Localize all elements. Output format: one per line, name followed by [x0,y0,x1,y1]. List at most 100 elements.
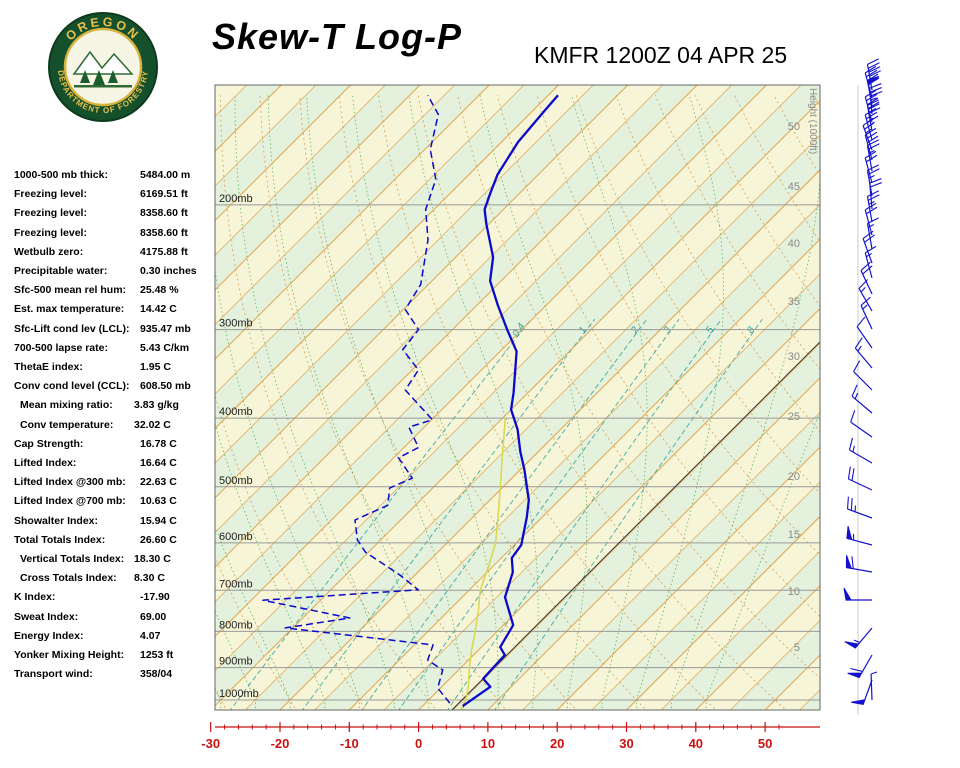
index-row: Cross Totals Index: 8.30 C [14,569,219,588]
wind-barb [851,679,873,706]
index-label: 1000-500 mb thick: [14,169,108,181]
index-row: Total Totals Index: 26.60 C [14,531,219,550]
wind-barb [870,671,878,701]
wind-barb [851,384,873,414]
mixing-ratio-label: 1 [577,325,589,336]
temp-tick-label: 40 [689,736,703,751]
index-label: Sfc-500 mean rel hum: [14,284,127,297]
wind-barb [843,587,872,601]
index-value: 1253 ft [140,649,174,662]
index-row: Sweat Index: 69.00 [14,608,219,627]
index-label: 700-500 lapse rate: [14,341,108,354]
wind-barb [866,139,880,172]
index-value: 935.47 mb [140,322,191,335]
temperature-axis: -30 -20 -10 0 10 20 30 40 50 [201,722,820,751]
logo-trees-icon [80,70,118,85]
index-value: 15.94 C [140,514,177,527]
reference-line [451,341,820,710]
index-row: Conv temperature: 32.02 C [14,416,219,435]
index-value: 358/04 [140,668,173,681]
pressure-label: 900mb [219,656,253,668]
wind-barbs [843,58,883,715]
index-value: 8.30 C [134,572,165,585]
plot-border [214,84,821,711]
index-row: Conv cond level (CCL): 608.50 mb [14,377,219,396]
index-row: Freezing level: 8358.60 ft [14,224,219,243]
mixing-ratio-lines [229,318,763,710]
height-label: 10 [788,586,800,598]
index-label: Est. max temperature: [14,303,125,316]
wind-barb [864,245,877,279]
dewpoint-curve [262,94,451,704]
wind-barb [848,437,873,464]
wind-barb [853,360,873,391]
index-row: Freezing level: 6169.51 ft [14,185,219,204]
wind-barb [854,337,873,369]
index-label: Showalter Index: [14,514,99,527]
sounding-profiles [262,94,559,710]
index-label: Freezing level: [14,226,87,239]
index-label: Wetbulb zero: [14,245,84,258]
wind-barb [869,178,882,210]
temp-tick-label: -30 [201,736,220,751]
index-row: Energy Index: 4.07 [14,627,219,646]
pressure-label: 400mb [219,406,253,418]
index-row: Lifted Index @700 mb: 10.63 C [14,492,219,511]
index-value: 8358.60 ft [140,226,188,239]
index-value: 32.02 C [134,418,171,431]
mixing-ratio-label: 8 [745,325,758,336]
wind-barb [866,190,880,223]
index-value: 5.43 C/km [140,341,190,354]
index-label: Precipitable water: [14,265,108,278]
temperature-curve [462,94,559,708]
height-label: 5 [794,642,800,654]
index-row: Cap Strength: 16.78 C [14,435,219,454]
index-label: Lifted Index @700 mb: [14,495,126,508]
index-label: Cap Strength: [14,437,84,450]
height-label: 40 [788,238,800,250]
index-label: Energy Index: [14,629,84,642]
wetbulb-curve [459,418,507,710]
temp-tick-label: -20 [271,736,290,751]
height-axis-title: Height (1000ft) [807,88,818,154]
wind-barb [847,496,873,519]
page-title: Skew-T Log-P [212,16,463,57]
index-row: Sfc-500 mean rel hum: 25.48 % [14,281,219,300]
wind-barb [864,150,878,184]
index-label: Sweat Index: [14,610,79,623]
index-row: Lifted Index @300 mb: 22.63 C [14,473,219,492]
station-datetime: KMFR 1200Z 04 APR 25 [534,42,788,68]
index-row: Transport wind: 358/04 [14,665,219,684]
pressure-label: 300mb [219,318,253,330]
height-label: 20 [788,471,800,483]
indices-panel: 1000-500 mb thick: 5484.00 m Freezing leve… [14,166,219,684]
index-label: Freezing level: [14,207,87,220]
pressure-label: 500mb [219,475,253,487]
wind-barb [846,526,873,546]
wind-barb [856,316,873,349]
wind-barb [845,555,873,573]
index-label: Conv cond level (CCL): [14,380,130,393]
index-value: 4175.88 ft [140,245,188,258]
index-row: Est. max temperature: 14.42 C [14,300,219,319]
index-value: 4.07 [140,629,161,642]
pressure-label: 200mb [219,193,253,205]
pressure-label: 800mb [219,619,253,631]
wind-barb [847,654,873,679]
index-row: Sfc-Lift cond lev (LCL): 935.47 mb [14,320,219,339]
temp-tick-label: 50 [758,736,772,751]
temp-tick-label: 20 [550,736,564,751]
wind-barb [858,279,873,312]
index-value: 0.30 inches [140,265,197,278]
wind-barb [844,627,873,649]
wind-barb [866,217,879,250]
height-label: 30 [788,351,800,363]
index-label: Freezing level: [14,188,87,201]
index-label: Total Totals Index: [14,533,106,546]
pressure-label: 600mb [219,531,253,543]
height-label: 50 [788,121,800,133]
wind-barb [847,466,873,491]
wind-barb [866,99,881,132]
